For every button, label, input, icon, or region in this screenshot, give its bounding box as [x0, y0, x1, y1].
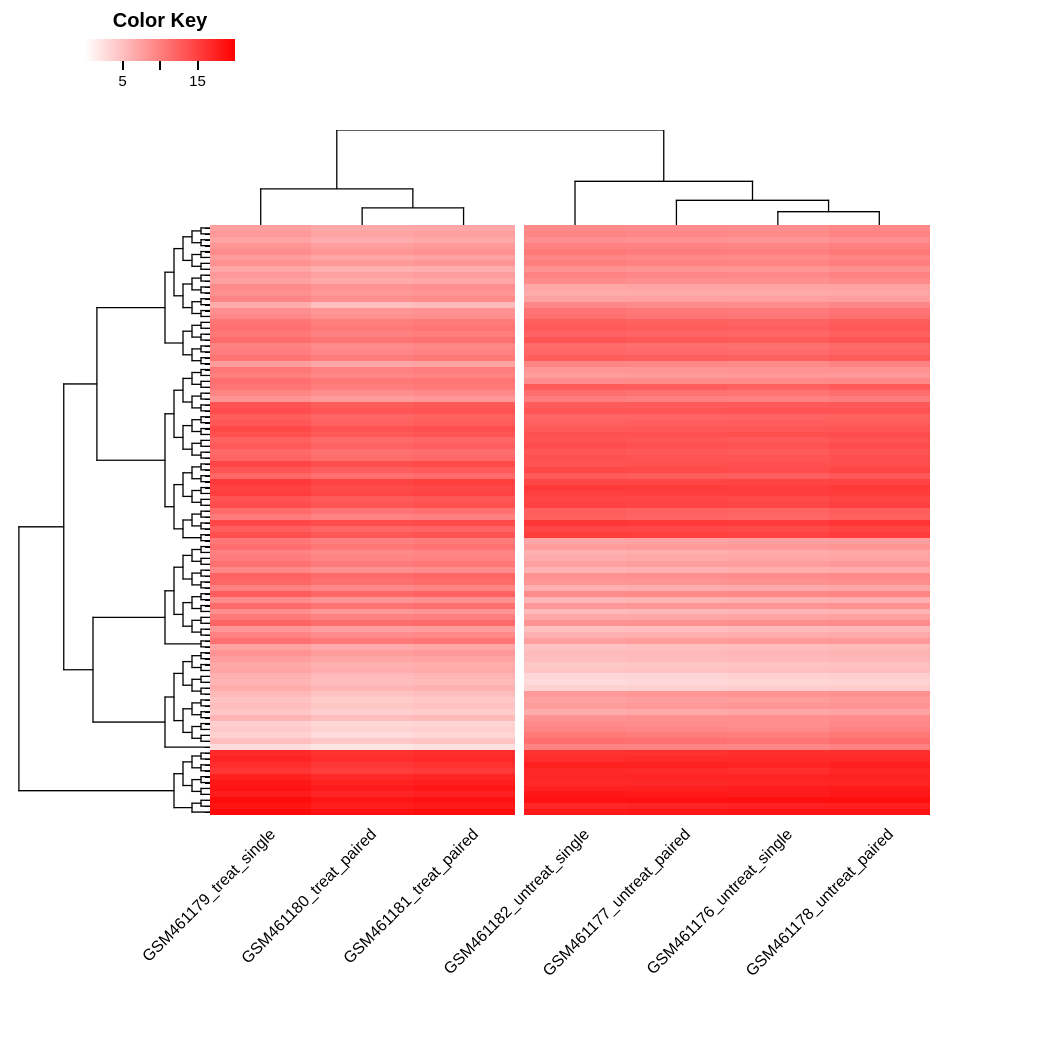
column-labels: GSM461179_treat_singleGSM461180_treat_pa… — [210, 820, 930, 1030]
color-key: Color Key 5 15 — [75, 10, 245, 89]
color-key-gradient-bar — [85, 39, 235, 61]
color-key-tick-label: 15 — [189, 73, 206, 90]
color-key-tick-label: 5 — [118, 73, 126, 90]
color-key-tick — [159, 61, 161, 70]
heatmap-cell — [626, 809, 728, 815]
heatmap-cell — [727, 809, 829, 815]
heatmap-body — [210, 225, 930, 815]
heatmap-cell — [829, 809, 931, 815]
column-dendrogram — [210, 130, 930, 225]
row-dendrogram — [15, 225, 210, 815]
heatmap-cell — [210, 809, 312, 815]
color-key-title: Color Key — [75, 10, 245, 33]
color-key-tick — [197, 61, 199, 70]
heatmap-cell — [524, 809, 626, 815]
color-key-axis: 5 15 — [85, 61, 235, 89]
heatmap-cell — [311, 809, 413, 815]
heatmap-cell — [413, 809, 515, 815]
color-key-tick — [122, 61, 124, 70]
